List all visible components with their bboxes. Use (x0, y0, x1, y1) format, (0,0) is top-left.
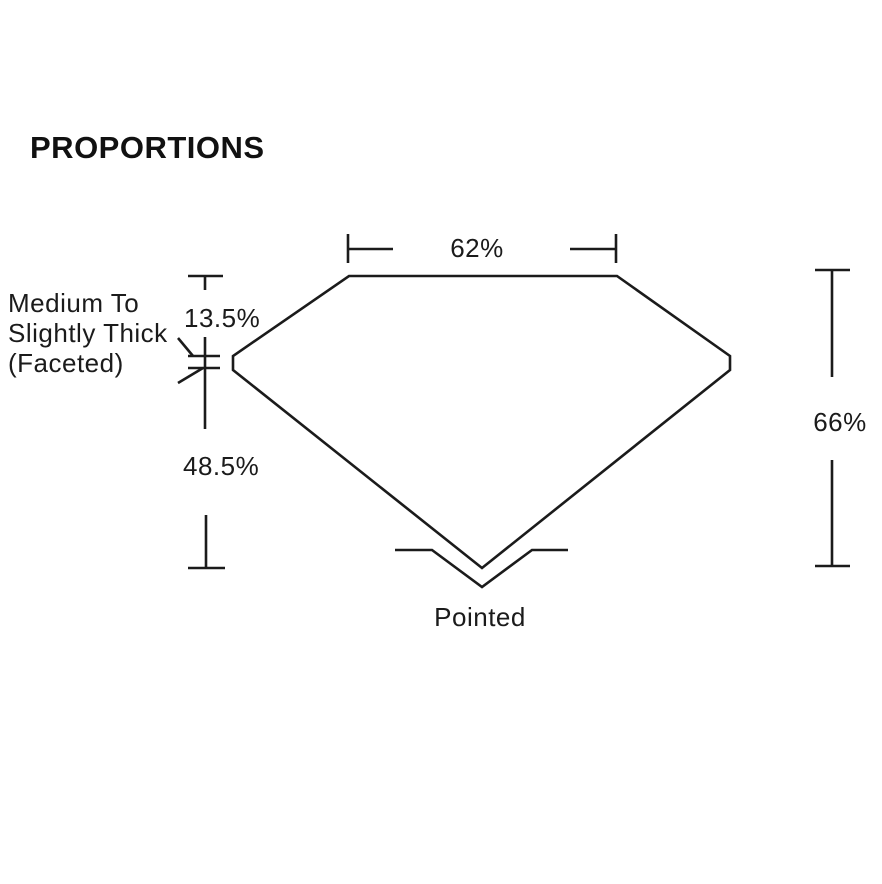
culet-bracket (395, 548, 568, 589)
girdle-label-line1: Medium To (8, 288, 139, 318)
page-title: PROPORTIONS (30, 130, 265, 165)
pavilion-depth-dimension: 48.5% (183, 451, 259, 570)
girdle-label-line2: Slightly Thick (8, 318, 168, 348)
table-width-label: 62% (450, 233, 504, 263)
girdle-callout: Medium To Slightly Thick (Faceted) (8, 288, 220, 385)
diamond-profile-outline (231, 274, 732, 570)
culet-label: Pointed (434, 602, 526, 632)
girdle-label-line3: (Faceted) (8, 348, 124, 378)
pavilion-depth-label: 48.5% (183, 451, 259, 481)
culet-callout: Pointed (395, 548, 568, 632)
table-width-dimension: 62% (346, 233, 618, 263)
total-depth-label: 66% (813, 407, 867, 437)
crown-height-dimension: 13.5% (184, 274, 260, 429)
girdle-leader-lower (177, 366, 204, 385)
girdle-leader-upper (177, 337, 194, 357)
crown-height-label: 13.5% (184, 303, 260, 333)
total-depth-dimension: 66% (813, 268, 867, 568)
